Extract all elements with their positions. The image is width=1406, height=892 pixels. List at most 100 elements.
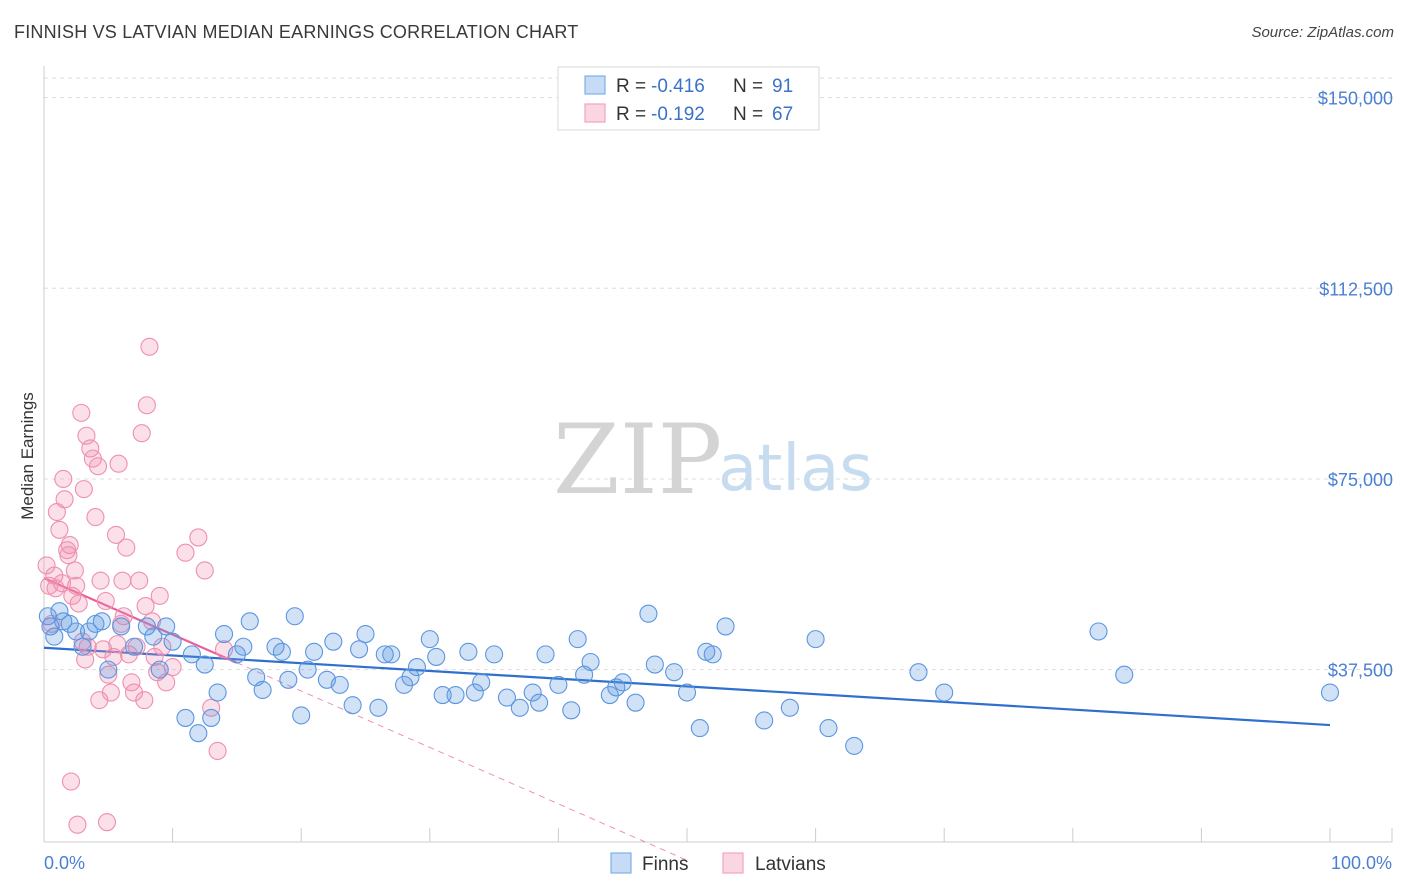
finns-point <box>497 688 517 707</box>
y-tick-label: $150,000 <box>1318 89 1393 109</box>
finns-point <box>285 607 304 626</box>
finns-point <box>568 630 587 649</box>
latvians-point <box>68 815 87 834</box>
finns-point <box>407 658 426 677</box>
latvians-point <box>109 454 128 473</box>
finns-point <box>465 683 484 702</box>
bottom-legend-label-latvians[interactable]: Latvians <box>755 854 826 875</box>
latvians-point <box>132 424 151 443</box>
latvians-point <box>108 635 127 654</box>
correlation-legend: R = -0.416 N = 91 R = -0.192 N = 67 <box>557 66 820 131</box>
finns-point <box>581 652 600 672</box>
latvians-point <box>130 571 149 590</box>
bottom-legend-label-finns[interactable]: Finns <box>642 854 688 875</box>
latvians-point <box>97 813 117 832</box>
finns-point <box>234 637 253 656</box>
finns-point <box>845 736 864 755</box>
finns-point <box>92 612 111 631</box>
finns-point <box>613 673 632 692</box>
finns-point <box>45 627 64 646</box>
latvians-point <box>195 561 214 580</box>
finns-point <box>780 698 799 717</box>
x-tick-label-left: 0.0% <box>44 853 85 873</box>
finns-point <box>401 668 420 687</box>
finns-point <box>214 624 234 644</box>
y-tick-label: $37,500 <box>1328 661 1393 681</box>
legend-swatch-finns <box>584 75 606 95</box>
finns-point <box>420 630 439 649</box>
finns-point <box>227 645 246 664</box>
finns-point <box>202 708 221 727</box>
finns-point <box>163 632 182 651</box>
x-axis-ticks <box>43 828 1393 842</box>
finns-point <box>530 693 549 712</box>
finns-point <box>272 642 291 661</box>
y-axis-label: Median Earnings <box>18 392 37 520</box>
finns-trend-line <box>43 646 1331 727</box>
trend-lines <box>43 577 1331 861</box>
legend-box <box>557 66 820 131</box>
finns-point <box>208 683 227 702</box>
finns-point <box>523 683 542 702</box>
finns-point <box>485 645 504 664</box>
finns-point <box>195 655 214 674</box>
bottom-legend-swatch-finns[interactable] <box>610 852 632 874</box>
finns-point <box>50 602 69 621</box>
legend-n-value-latvians: 67 <box>772 104 793 125</box>
finns-point <box>356 624 375 644</box>
y-tick-label: $75,000 <box>1328 470 1393 490</box>
latvians-point <box>77 426 96 445</box>
latvians-point <box>137 396 156 415</box>
finns-point <box>176 708 195 727</box>
finns-point <box>433 686 452 705</box>
legend-swatch-latvians <box>584 103 606 123</box>
finns-point <box>600 686 619 705</box>
latvians-point <box>142 612 162 631</box>
finns-point <box>279 670 298 689</box>
finns-point <box>1089 622 1108 641</box>
legend-r-label-finns: R = <box>616 76 646 97</box>
latvians-point <box>96 591 115 611</box>
finns-points <box>38 602 1340 755</box>
bottom-legend-swatch-latvians[interactable] <box>722 852 744 874</box>
finns-point <box>240 612 259 631</box>
finns-point <box>665 663 684 682</box>
finns-point <box>446 686 465 705</box>
finns-point <box>73 637 92 656</box>
latvians-point <box>106 525 126 544</box>
latvians-point <box>37 556 56 575</box>
finns-point <box>343 696 362 715</box>
latvians-point <box>91 571 110 590</box>
finns-point <box>112 617 131 636</box>
latvians-point <box>67 576 86 595</box>
finns-point <box>330 675 349 694</box>
finns-point <box>626 693 645 712</box>
finns-point <box>369 698 388 717</box>
finns-point <box>324 632 343 651</box>
finns-point <box>677 683 697 702</box>
finns-point <box>716 617 735 636</box>
legend-r-value-latvians: -0.192 <box>651 104 705 125</box>
legend-r-value-finns: -0.416 <box>651 76 705 97</box>
gridlines <box>44 77 1392 671</box>
finns-point <box>99 660 118 679</box>
finns-point <box>1115 665 1134 684</box>
chart-title: FINNISH VS LATVIAN MEDIAN EARNINGS CORRE… <box>14 22 579 42</box>
finns-point <box>67 622 86 641</box>
latvians-point <box>46 579 65 598</box>
finns-point <box>690 719 709 738</box>
latvians-points <box>37 337 234 834</box>
latvians-point <box>69 594 88 613</box>
latvians-point <box>117 538 136 557</box>
latvians-point <box>208 741 227 761</box>
finns-point <box>375 645 394 664</box>
finns-point <box>157 617 176 636</box>
latvians-point <box>153 637 172 656</box>
latvians-point <box>73 632 92 651</box>
latvians-point <box>189 528 208 547</box>
latvians-point <box>88 457 108 476</box>
finns-point <box>510 698 529 717</box>
finns-point <box>382 645 401 664</box>
latvians-point <box>86 508 105 527</box>
